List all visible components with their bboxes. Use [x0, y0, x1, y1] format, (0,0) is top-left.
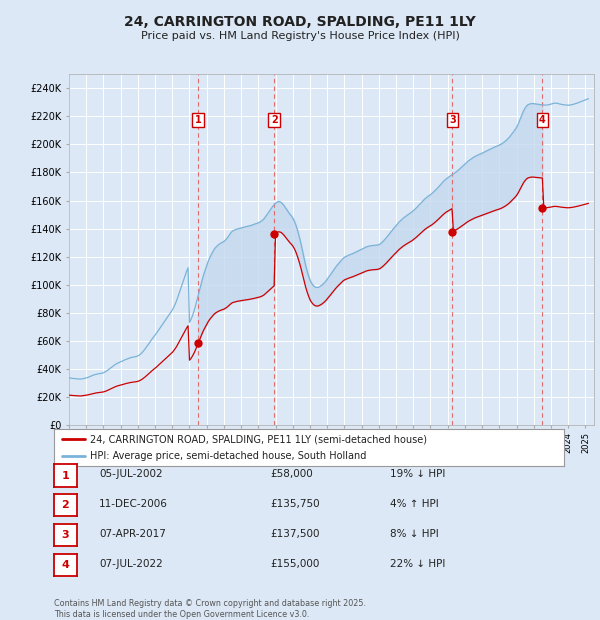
Text: 8% ↓ HPI: 8% ↓ HPI — [390, 529, 439, 539]
Text: HPI: Average price, semi-detached house, South Holland: HPI: Average price, semi-detached house,… — [90, 451, 366, 461]
Text: £58,000: £58,000 — [270, 469, 313, 479]
Text: £137,500: £137,500 — [270, 529, 320, 539]
Text: 4: 4 — [539, 115, 546, 125]
Text: Contains HM Land Registry data © Crown copyright and database right 2025.
This d: Contains HM Land Registry data © Crown c… — [54, 600, 366, 619]
Text: 4% ↑ HPI: 4% ↑ HPI — [390, 499, 439, 509]
Text: 22% ↓ HPI: 22% ↓ HPI — [390, 559, 445, 569]
Text: 24, CARRINGTON ROAD, SPALDING, PE11 1LY (semi-detached house): 24, CARRINGTON ROAD, SPALDING, PE11 1LY … — [90, 434, 427, 444]
Text: 4: 4 — [61, 560, 70, 570]
Text: 07-APR-2017: 07-APR-2017 — [99, 529, 166, 539]
Text: 11-DEC-2006: 11-DEC-2006 — [99, 499, 168, 509]
Text: 24, CARRINGTON ROAD, SPALDING, PE11 1LY: 24, CARRINGTON ROAD, SPALDING, PE11 1LY — [124, 16, 476, 30]
Text: 19% ↓ HPI: 19% ↓ HPI — [390, 469, 445, 479]
Text: 1: 1 — [195, 115, 202, 125]
Text: 07-JUL-2022: 07-JUL-2022 — [99, 559, 163, 569]
Text: 3: 3 — [62, 530, 69, 540]
Text: Price paid vs. HM Land Registry's House Price Index (HPI): Price paid vs. HM Land Registry's House … — [140, 31, 460, 41]
Text: 1: 1 — [62, 471, 69, 480]
Text: 05-JUL-2002: 05-JUL-2002 — [99, 469, 163, 479]
Text: £155,000: £155,000 — [270, 559, 319, 569]
Text: 2: 2 — [271, 115, 278, 125]
Text: 2: 2 — [62, 500, 69, 510]
Text: £135,750: £135,750 — [270, 499, 320, 509]
Text: 3: 3 — [449, 115, 456, 125]
